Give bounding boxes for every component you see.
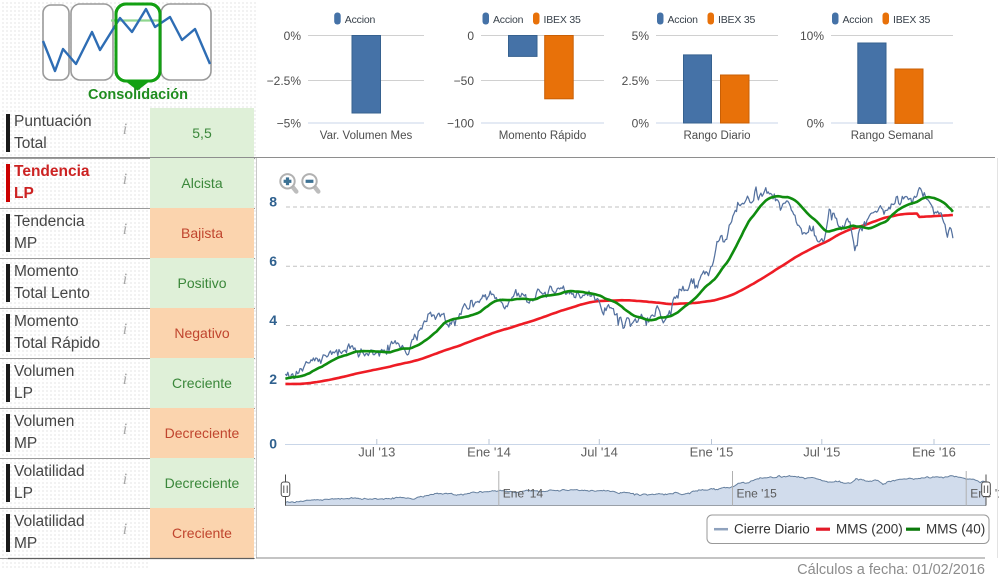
svg-text:Var. Volumen Mes: Var. Volumen Mes (320, 130, 413, 142)
svg-text:4: 4 (269, 312, 277, 328)
svg-text:Accion: Accion (843, 14, 874, 26)
svg-text:−50: −50 (454, 74, 475, 88)
svg-text:8: 8 (269, 194, 277, 210)
svg-text:Jul '15: Jul '15 (803, 445, 840, 460)
svg-text:Accion: Accion (345, 14, 376, 26)
svg-text:0%: 0% (632, 117, 650, 131)
svg-text:Rango Diario: Rango Diario (683, 130, 750, 142)
svg-text:Ene '14: Ene '14 (503, 487, 544, 501)
svg-text:MMS (40): MMS (40) (926, 522, 985, 537)
svg-text:IBEX 35: IBEX 35 (718, 14, 755, 26)
svg-text:5%: 5% (632, 29, 650, 43)
svg-text:2: 2 (269, 371, 277, 387)
svg-text:Ene '16: Ene '16 (912, 445, 956, 460)
svg-text:Momento Rápido: Momento Rápido (499, 130, 587, 142)
svg-text:Accion: Accion (668, 14, 699, 26)
svg-text:0%: 0% (807, 117, 825, 131)
svg-text:2.5%: 2.5% (622, 74, 650, 88)
svg-text:Rango Semanal: Rango Semanal (851, 130, 933, 142)
svg-text:Ene '14: Ene '14 (467, 445, 511, 460)
svg-text:Accion: Accion (493, 14, 524, 26)
svg-text:10%: 10% (800, 29, 824, 43)
svg-text:Ene '15: Ene '15 (737, 487, 778, 501)
svg-text:IBEX 35: IBEX 35 (544, 14, 581, 26)
svg-text:0: 0 (467, 29, 474, 43)
svg-text:−2.5%: −2.5% (267, 74, 302, 88)
svg-text:Jul '13: Jul '13 (358, 445, 395, 460)
svg-text:0%: 0% (284, 29, 302, 43)
svg-text:Jul '14: Jul '14 (581, 445, 618, 460)
svg-text:6: 6 (269, 253, 277, 269)
svg-text:Cálculos a fecha: 01/02/2016: Cálculos a fecha: 01/02/2016 (797, 562, 985, 578)
svg-text:0: 0 (269, 436, 277, 452)
svg-text:MMS (200): MMS (200) (836, 522, 903, 537)
svg-text:Cierre Diario: Cierre Diario (734, 522, 810, 537)
svg-text:−5%: −5% (277, 117, 302, 131)
svg-text:Consolidación: Consolidación (88, 87, 188, 103)
svg-text:Ene '15: Ene '15 (690, 445, 734, 460)
svg-text:−100: −100 (447, 117, 474, 131)
svg-text:IBEX 35: IBEX 35 (893, 14, 930, 26)
